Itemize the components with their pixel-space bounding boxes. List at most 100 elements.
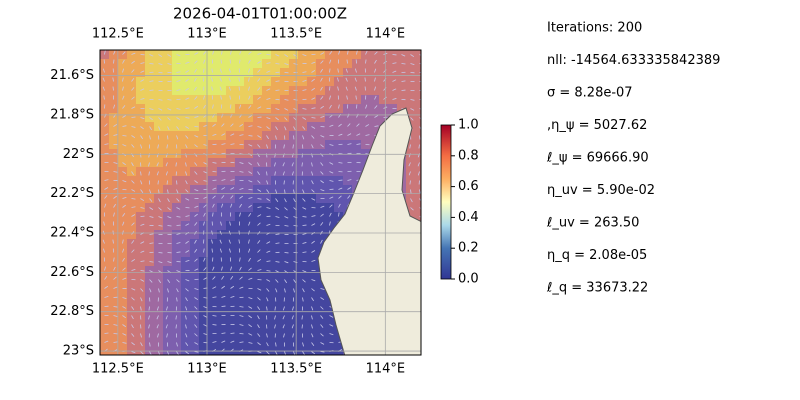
quiver-arrow xyxy=(302,126,306,130)
quiver-arrow xyxy=(140,333,142,338)
quiver-arrow xyxy=(311,279,316,282)
quiver-arrow xyxy=(203,324,208,327)
quiver-arrow xyxy=(329,324,334,327)
quiver-arrow xyxy=(185,87,190,91)
quiver-arrow xyxy=(103,221,105,226)
quiver-arrow xyxy=(230,340,235,343)
quiver-arrow xyxy=(131,342,135,346)
quiver-arrow xyxy=(302,297,304,302)
quiver-arrow xyxy=(221,133,226,136)
quiver-arrow xyxy=(140,189,144,193)
quiver-arrow xyxy=(417,162,420,167)
quiver-arrow xyxy=(248,125,253,127)
quiver-arrow xyxy=(266,288,270,292)
quiver-arrow xyxy=(311,342,315,346)
quiver-arrow xyxy=(392,62,397,64)
quiver-arrow xyxy=(149,117,153,121)
quiver-arrow xyxy=(239,59,241,64)
quiver-arrow xyxy=(167,117,171,121)
quiver-arrow xyxy=(410,117,414,121)
quiver-arrow xyxy=(165,171,168,176)
quiver-arrow xyxy=(158,216,163,219)
quiver-arrow xyxy=(131,180,135,184)
quiver-arrow xyxy=(194,144,198,148)
quiver-arrow xyxy=(275,108,280,111)
colorbar-tick-label: 0.6 xyxy=(458,179,479,194)
quiver-arrow xyxy=(176,242,181,244)
quiver-arrow xyxy=(149,198,153,202)
quiver-arrow xyxy=(239,324,244,326)
quiver-arrow xyxy=(185,250,190,253)
quiver-arrow xyxy=(185,189,189,193)
quiver-arrow xyxy=(140,126,144,130)
quiver-arrow xyxy=(301,162,303,167)
quiver-arrow xyxy=(275,198,279,202)
quiver-arrow xyxy=(185,342,189,346)
quiver-arrow xyxy=(257,240,261,244)
quiver-arrow xyxy=(194,315,198,319)
quiver-arrow xyxy=(419,99,421,101)
quiver-arrow xyxy=(329,180,334,182)
quiver-arrow xyxy=(140,342,143,347)
quiver-arrow xyxy=(185,97,190,100)
quiver-arrow xyxy=(102,239,105,244)
quiver-arrow xyxy=(275,207,280,210)
quiver-arrow xyxy=(122,95,125,100)
quiver-arrow xyxy=(203,248,205,253)
info-line: η_q = 2.08e-05 xyxy=(547,248,647,263)
quiver-arrow xyxy=(131,288,136,291)
quiver-arrow xyxy=(284,198,287,203)
quiver-arrow xyxy=(140,351,144,355)
quiver-arrow xyxy=(257,222,261,226)
quiver-arrow xyxy=(103,95,105,100)
quiver-arrow xyxy=(311,288,315,292)
quiver-arrow xyxy=(203,171,208,174)
quiver-arrow xyxy=(122,135,127,137)
quiver-arrow xyxy=(410,198,413,203)
quiver-arrow xyxy=(194,306,198,310)
quiver-arrow xyxy=(408,162,411,167)
field-cell xyxy=(415,185,421,194)
quiver-arrow xyxy=(239,257,241,262)
quiver-arrow xyxy=(329,315,334,318)
quiver-arrow xyxy=(221,113,224,118)
quiver-arrow xyxy=(266,180,269,185)
quiver-arrow xyxy=(329,95,331,100)
quiver-arrow xyxy=(131,126,136,128)
quiver-arrow xyxy=(266,126,270,130)
quiver-arrow xyxy=(275,233,280,235)
quiver-arrow xyxy=(167,207,171,211)
quiver-arrow xyxy=(185,215,190,217)
quiver-arrow xyxy=(266,98,271,100)
quiver-arrow xyxy=(140,288,144,292)
quiver-arrow xyxy=(374,77,376,82)
quiver-arrow xyxy=(165,324,168,329)
quiver-arrow xyxy=(156,171,159,176)
quiver-arrow xyxy=(356,113,359,118)
quiver-arrow xyxy=(365,124,370,127)
quiver-arrow xyxy=(293,126,296,131)
quiver-arrow xyxy=(122,248,125,253)
quiver-arrow xyxy=(104,133,109,136)
quiver-arrow xyxy=(320,205,325,208)
quiver-arrow xyxy=(293,279,297,283)
quiver-arrow xyxy=(131,324,134,329)
quiver-arrow xyxy=(347,113,350,118)
quiver-arrow xyxy=(284,189,286,194)
quiver-arrow xyxy=(194,86,197,91)
quiver-arrow xyxy=(158,117,162,121)
quiver-arrow xyxy=(248,230,250,235)
quiver-arrow xyxy=(185,297,188,302)
quiver-arrow xyxy=(338,203,341,208)
quiver-arrow xyxy=(275,342,277,347)
quiver-arrow xyxy=(185,223,190,226)
quiver-arrow xyxy=(131,258,136,262)
quiver-arrow xyxy=(149,351,152,355)
quiver-arrow xyxy=(365,59,367,64)
quiver-arrow xyxy=(140,88,145,91)
quiver-arrow xyxy=(220,95,222,100)
quiver-arrow xyxy=(122,77,124,82)
quiver-arrow xyxy=(320,96,324,100)
quiver-arrow xyxy=(275,288,278,293)
quiver-arrow xyxy=(131,306,135,310)
